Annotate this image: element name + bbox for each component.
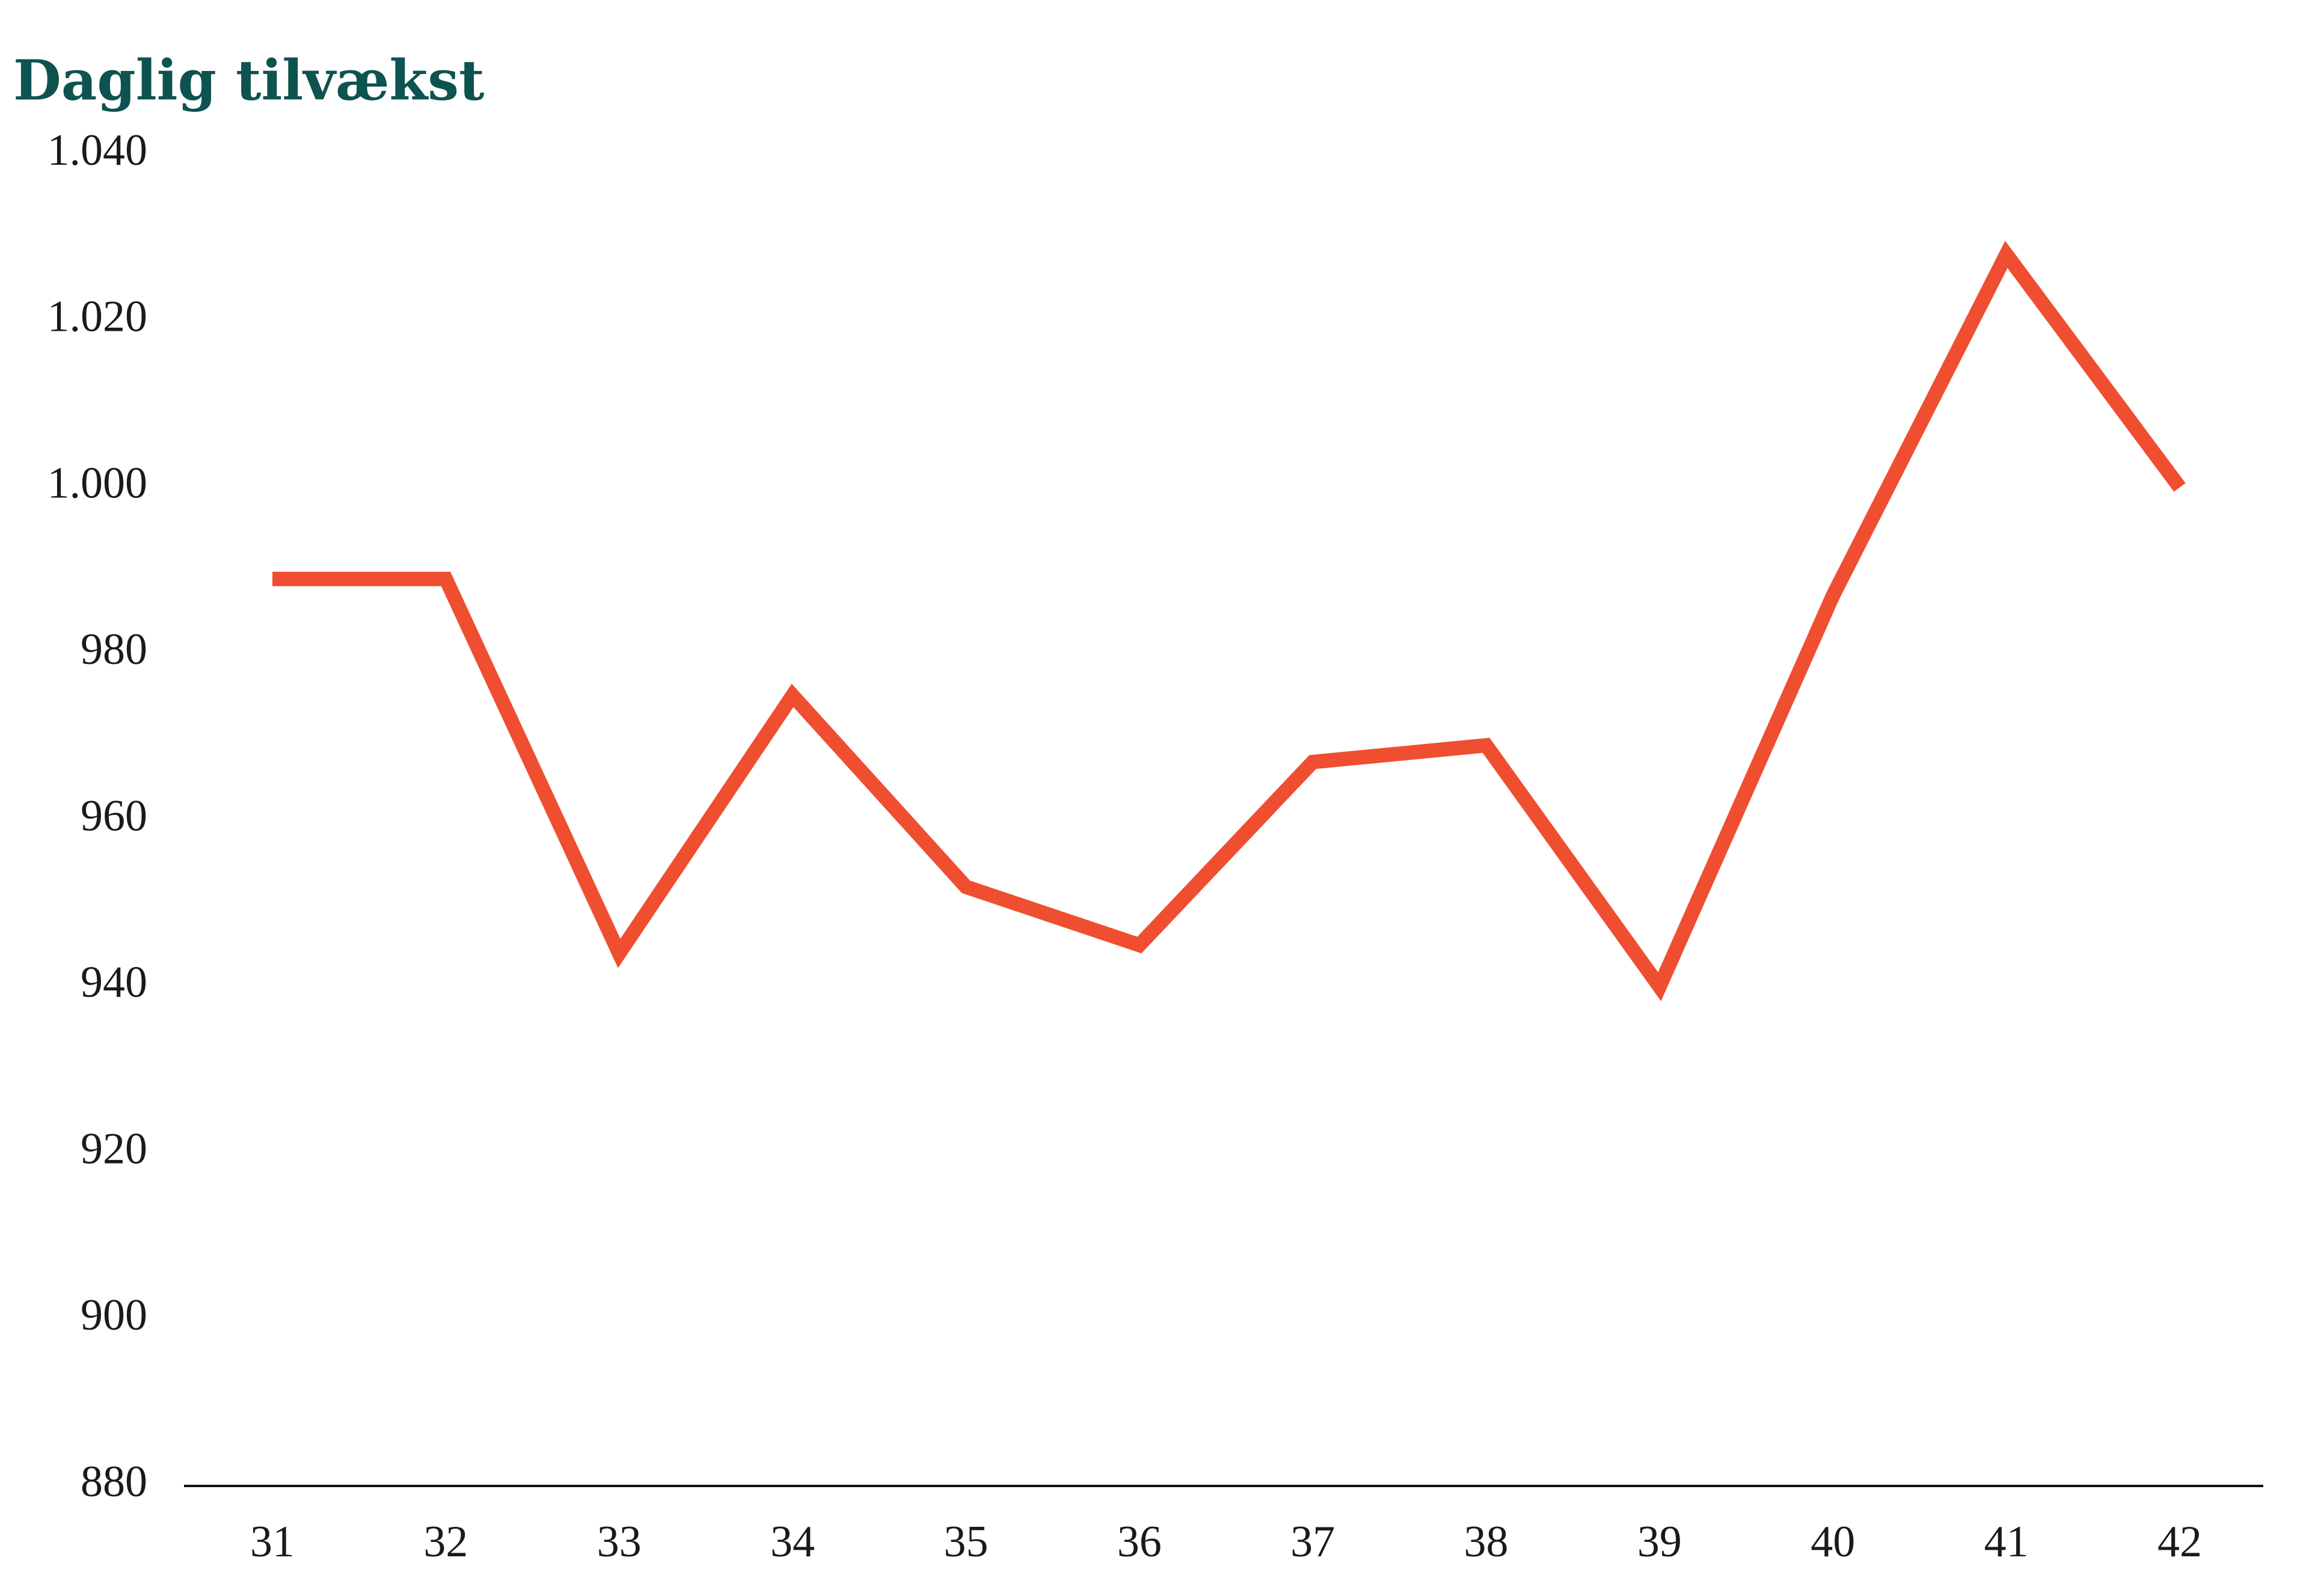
y-tick-label: 1.000 [48, 458, 148, 508]
x-tick-label: 42 [2157, 1517, 2202, 1567]
x-tick-label: 39 [1637, 1517, 1682, 1567]
y-tick-label: 1.020 [48, 292, 148, 342]
y-tick-label: 920 [81, 1124, 147, 1173]
x-tick-label: 36 [1117, 1517, 1162, 1567]
x-tick-label: 40 [1811, 1517, 1855, 1567]
x-tick-label: 38 [1464, 1517, 1509, 1567]
x-tick-label: 34 [770, 1517, 815, 1567]
y-tick-label: 960 [81, 791, 147, 841]
x-tick-label: 35 [943, 1517, 988, 1567]
y-tick-label: 880 [81, 1457, 147, 1506]
chart-title: Daglig tilvækst [13, 48, 485, 113]
x-tick-label: 41 [1984, 1517, 2029, 1567]
x-tick-label: 33 [597, 1517, 642, 1567]
x-tick-label: 31 [250, 1517, 295, 1567]
y-tick-label: 1.040 [48, 126, 148, 175]
x-tick-label: 32 [423, 1517, 468, 1567]
y-tick-label: 900 [81, 1291, 147, 1340]
x-tick-label: 37 [1290, 1517, 1335, 1567]
y-tick-label: 940 [81, 958, 147, 1007]
data-line [272, 241, 2186, 1001]
y-tick-label: 980 [81, 625, 147, 674]
